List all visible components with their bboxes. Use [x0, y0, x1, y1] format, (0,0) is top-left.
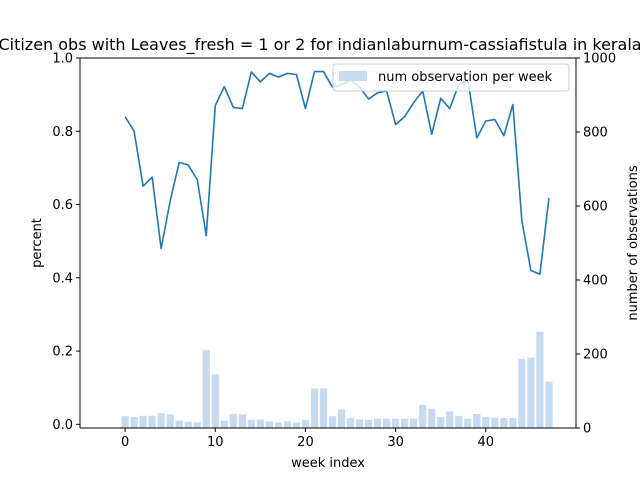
- y2-tick-label: 800: [583, 126, 608, 141]
- bar: [509, 418, 517, 428]
- bar: [392, 418, 400, 428]
- bar: [175, 420, 183, 428]
- bar: [265, 421, 273, 428]
- bar: [319, 388, 328, 428]
- y2-tick-label: 1000: [583, 52, 616, 67]
- x-tick-label: 0: [121, 435, 129, 450]
- bar: [301, 419, 310, 428]
- bar: [482, 416, 490, 428]
- right-y-axis-label: number of observations: [626, 165, 640, 320]
- bar: [229, 413, 237, 428]
- bar: [437, 416, 445, 428]
- y-tick-label: 0.2: [52, 345, 73, 360]
- bar: [211, 374, 219, 428]
- y-tick-label: 0.0: [52, 418, 73, 433]
- y-tick-label: 0.6: [52, 198, 73, 213]
- x-axis-ticks: 0 10 20 30 40: [121, 428, 494, 450]
- bar: [274, 422, 283, 428]
- legend-frame: [332, 63, 570, 92]
- right-y-axis-ticks: 0 200 400 600 800 1000: [576, 52, 616, 437]
- bar: [310, 388, 319, 428]
- bar: [193, 422, 201, 428]
- bar: [328, 416, 337, 428]
- bar: [220, 420, 228, 428]
- bar: [410, 418, 418, 428]
- chart-title: Citizen obs with Leaves_fresh = 1 or 2 f…: [0, 35, 640, 55]
- bar: [292, 422, 301, 428]
- bar: [139, 415, 147, 428]
- line-series: [124, 70, 550, 275]
- y-tick-label: 1.0: [52, 52, 73, 67]
- bar: [283, 421, 292, 428]
- bar-series: [121, 331, 553, 428]
- bar: [500, 418, 508, 428]
- bar: [373, 418, 382, 428]
- x-axis-label: week index: [291, 456, 365, 471]
- bar: [428, 408, 436, 428]
- left-y-axis-ticks: 0.0 0.2 0.4 0.6 0.8 1.0: [52, 52, 80, 433]
- bar: [148, 415, 156, 428]
- bar: [536, 331, 544, 428]
- bar: [455, 415, 463, 428]
- bar: [130, 416, 138, 428]
- bar: [545, 381, 553, 428]
- bar: [419, 405, 427, 428]
- bar: [364, 419, 373, 428]
- axes: [79, 57, 577, 429]
- y-axis-label: percent: [30, 218, 45, 268]
- bar: [166, 414, 174, 428]
- bar: [202, 349, 210, 428]
- bar: [383, 418, 391, 428]
- bar: [491, 417, 499, 428]
- bar: [337, 409, 346, 428]
- y2-tick-label: 0: [583, 422, 591, 437]
- percent-line: [124, 70, 550, 275]
- y2-tick-label: 600: [583, 200, 608, 215]
- bar: [527, 357, 535, 428]
- x-tick-label: 10: [207, 435, 224, 450]
- bar: [184, 421, 192, 428]
- y-tick-label: 0.8: [52, 125, 73, 140]
- y-tick-label: 0.4: [52, 271, 73, 286]
- bar: [346, 418, 355, 428]
- bar: [247, 419, 255, 428]
- legend-entry-bars: num observation per week: [378, 70, 553, 85]
- legend-bar-swatch: [339, 71, 367, 81]
- bar: [121, 416, 129, 428]
- bar: [518, 358, 526, 428]
- y2-tick-label: 400: [583, 274, 608, 289]
- bar: [446, 411, 454, 428]
- legend: num observation per week: [332, 63, 570, 92]
- x-tick-label: 40: [478, 435, 495, 450]
- bar: [157, 413, 165, 428]
- bar: [473, 413, 481, 428]
- bar: [401, 418, 409, 428]
- y2-tick-label: 200: [583, 348, 608, 363]
- x-tick-label: 20: [297, 435, 314, 450]
- bar: [355, 419, 364, 428]
- bar: [464, 418, 472, 428]
- bar: [238, 414, 246, 428]
- x-tick-label: 30: [387, 435, 404, 450]
- bar: [256, 419, 264, 428]
